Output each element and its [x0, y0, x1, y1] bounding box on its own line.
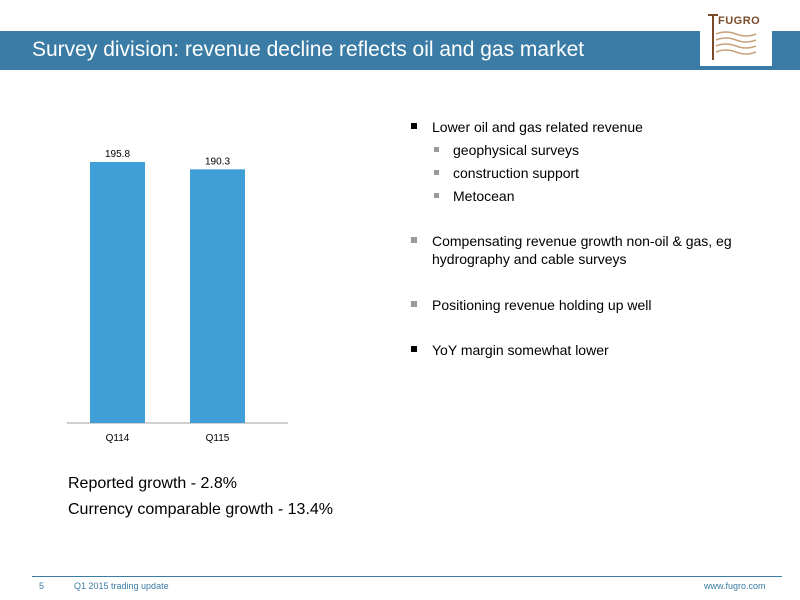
sub-bullet-text: geophysical surveys	[453, 142, 580, 158]
revenue-bar-chart: 195.8 Q114 190.3 Q115	[67, 149, 288, 444]
slide-title: Survey division: revenue decline reflect…	[32, 38, 585, 61]
sub-bullet-item: geophysical surveys	[432, 141, 780, 159]
bullet-item: Compensating revenue growth non-oil & ga…	[410, 232, 780, 268]
data-label: 190.3	[205, 156, 230, 167]
currency-growth: Currency comparable growth - 13.4%	[68, 501, 334, 518]
square-bullet-icon	[411, 301, 417, 307]
bullet-list: Lower oil and gas related revenue geophy…	[410, 118, 780, 359]
x-tick-label: Q115	[206, 433, 230, 444]
title-bar: Survey division: revenue decline reflect…	[0, 31, 800, 70]
fugro-logo: FUGRO	[700, 10, 772, 66]
square-bullet-icon	[411, 346, 417, 352]
bullet-text: Positioning revenue holding up well	[432, 297, 652, 313]
bar-q115	[190, 169, 245, 423]
square-bullet-icon	[411, 123, 417, 129]
square-bullet-icon	[434, 193, 439, 198]
footer-doc-title: Q1 2015 trading update	[74, 581, 169, 591]
footer-divider	[32, 576, 782, 577]
reported-growth: Reported growth - 2.8%	[68, 475, 237, 492]
logo-text: FUGRO	[718, 15, 761, 27]
square-bullet-icon	[434, 147, 439, 152]
bar-q114	[90, 162, 145, 423]
bullet-item: YoY margin somewhat lower	[410, 341, 780, 359]
fugro-logo-icon	[708, 14, 757, 60]
sub-bullet-text: construction support	[453, 165, 580, 181]
bullet-item: Positioning revenue holding up well	[410, 296, 780, 314]
bullet-item: Lower oil and gas related revenue	[410, 118, 780, 136]
bullet-text: YoY margin somewhat lower	[432, 342, 609, 358]
square-bullet-icon	[411, 237, 417, 243]
data-label: 195.8	[105, 149, 130, 160]
x-tick-label: Q114	[106, 433, 130, 444]
page-number: 5	[39, 581, 45, 591]
bullet-text: Compensating revenue growth non-oil & ga…	[432, 233, 732, 267]
footer-website: www.fugro.com	[704, 581, 766, 591]
square-bullet-icon	[434, 170, 439, 175]
sub-bullet-item: construction support	[432, 164, 780, 182]
sub-bullet-item: Metocean	[432, 187, 780, 205]
bullet-text: Lower oil and gas related revenue	[432, 119, 643, 135]
sub-bullet-text: Metocean	[453, 188, 515, 204]
